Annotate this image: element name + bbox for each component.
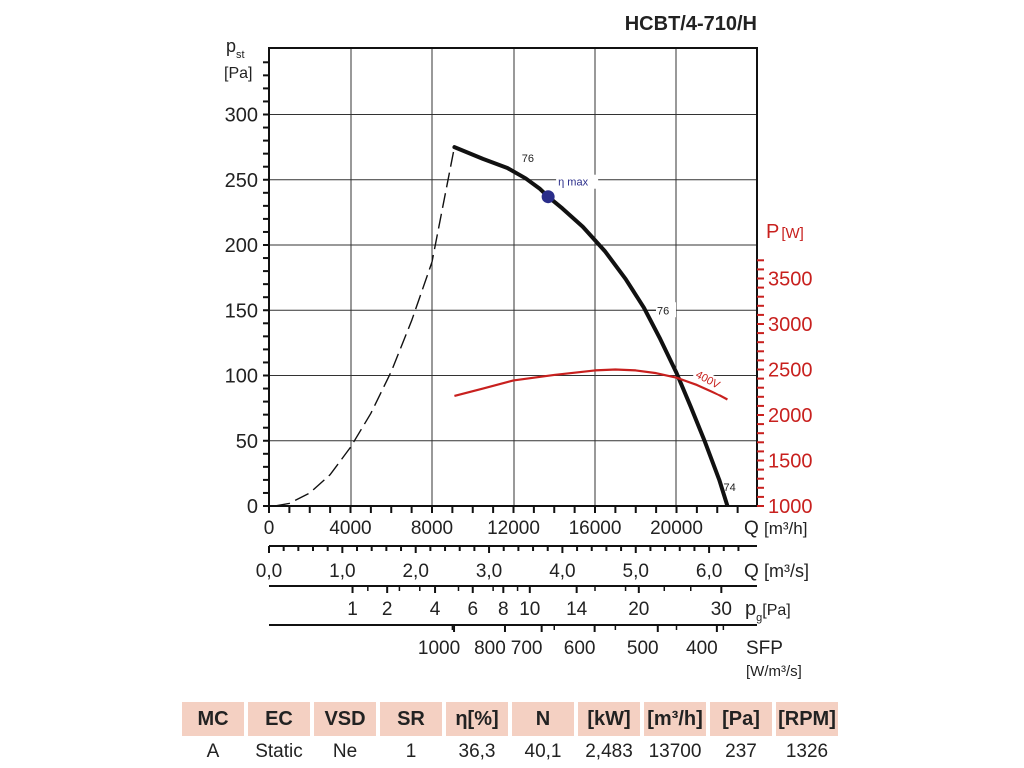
scale-pg-label: 6 bbox=[467, 599, 478, 620]
scale-pg-label: 8 bbox=[498, 599, 509, 620]
plot-border bbox=[268, 47, 758, 507]
power-tick-label: 1500 bbox=[768, 451, 813, 473]
scale-pg-label: 14 bbox=[566, 599, 588, 620]
voltage-label-bg bbox=[691, 367, 727, 395]
eta-max-label: η max bbox=[558, 177, 588, 189]
scale-m3s-label: 0,0 bbox=[256, 561, 282, 582]
scale-pg-label: 10 bbox=[519, 599, 540, 620]
y-tick-label: 250 bbox=[225, 170, 258, 192]
power-tick-label: 2500 bbox=[768, 360, 813, 382]
scale-sfp-label: 500 bbox=[627, 638, 659, 659]
power-axis-label: P [W] bbox=[766, 221, 804, 243]
x-tick-label: 20000 bbox=[650, 518, 703, 539]
value-airflow: 13700 bbox=[648, 741, 702, 762]
scale-sfp-label: 1000 bbox=[418, 638, 460, 659]
scale-sfp-label: 800 bbox=[474, 638, 506, 659]
header-rpm: [RPM] bbox=[776, 702, 838, 736]
value-kw: 2,483 bbox=[585, 741, 633, 762]
x-tick-label: 12000 bbox=[487, 518, 540, 539]
efficiency-label: 76 bbox=[657, 305, 669, 317]
header-ec: EC bbox=[248, 702, 310, 736]
scale-pg-label: 1 bbox=[347, 599, 358, 620]
power-tick-label: 3000 bbox=[768, 314, 813, 336]
scale-sfp-label: 700 bbox=[511, 638, 543, 659]
x-tick-label: 8000 bbox=[411, 518, 453, 539]
scale-m3s-name: Q bbox=[744, 561, 759, 582]
scale-m3s-label: 1,0 bbox=[329, 561, 355, 582]
scale-m3s-label: 4,0 bbox=[549, 561, 575, 582]
y-tick-label: 50 bbox=[236, 431, 258, 453]
efficiency-label: 76 bbox=[522, 153, 534, 165]
specs-value-row: A Static Ne 1 36,3 40,1 2,483 13700 237 … bbox=[182, 736, 838, 768]
scale-pg-label: 4 bbox=[430, 599, 441, 620]
y-axis-unit: [Pa] bbox=[224, 65, 252, 82]
header-mc: MC bbox=[182, 702, 244, 736]
chart-title: HCBT/4-710/H bbox=[625, 13, 757, 35]
value-pa: 237 bbox=[725, 741, 757, 762]
scale-sfp-unit: [W/m³/s] bbox=[746, 663, 802, 680]
scale-m3s-label: 2,0 bbox=[402, 561, 428, 582]
header-sr: SR bbox=[380, 702, 442, 736]
eta-max-point bbox=[541, 190, 555, 204]
x-tick-label: 4000 bbox=[329, 518, 371, 539]
pressure-curve bbox=[452, 145, 730, 506]
x-axis-label: Q bbox=[744, 518, 759, 539]
scale-sfp-label: 400 bbox=[686, 638, 718, 659]
power-tick-label: 1000 bbox=[768, 496, 813, 518]
header-vsd: VSD bbox=[314, 702, 376, 736]
y-axis-label: pst bbox=[226, 36, 245, 61]
y-tick-label: 0 bbox=[247, 496, 258, 518]
value-sr: 1 bbox=[405, 741, 417, 762]
scale-sfp-name: SFP bbox=[746, 638, 783, 659]
scale-pg-label: 30 bbox=[711, 599, 732, 620]
scale-pg-label: 2 bbox=[382, 599, 393, 620]
x-axis-unit: [m³/h] bbox=[764, 519, 807, 538]
value-mc: A bbox=[206, 741, 220, 762]
plot-frame bbox=[268, 47, 758, 507]
x-tick-label: 0 bbox=[264, 518, 275, 539]
y-tick-label: 100 bbox=[225, 366, 258, 388]
specs-table: MC EC VSD SR η[%] N [kW] [m³/h] [Pa] [RP… bbox=[178, 702, 842, 768]
header-efficiency: η[%] bbox=[446, 702, 508, 736]
scale-m3s-label: 5,0 bbox=[623, 561, 649, 582]
value-vsd: Ne bbox=[332, 741, 358, 762]
header-airflow: [m³/h] bbox=[644, 702, 706, 736]
efficiency-label-bg bbox=[656, 302, 677, 318]
value-ec: Static bbox=[255, 741, 303, 762]
pressure-curve-dashed bbox=[274, 146, 456, 506]
eta-max-label-bg bbox=[556, 174, 599, 189]
grid bbox=[269, 48, 757, 506]
scale-pg-label: 20 bbox=[628, 599, 649, 620]
power-curve bbox=[454, 368, 728, 401]
scale-m3s-unit: [m³/s] bbox=[764, 561, 809, 581]
power-tick-label: 3500 bbox=[768, 269, 813, 291]
power-tick-label: 2000 bbox=[768, 405, 813, 427]
efficiency-label: 74 bbox=[723, 482, 735, 494]
header-n: N bbox=[512, 702, 574, 736]
specs-header-row: MC EC VSD SR η[%] N [kW] [m³/h] [Pa] [RP… bbox=[182, 702, 838, 736]
value-rpm: 1326 bbox=[785, 741, 829, 762]
scale-m3s-label: 6,0 bbox=[696, 561, 722, 582]
header-kw: [kW] bbox=[578, 702, 640, 736]
y-tick-label: 200 bbox=[225, 235, 258, 257]
scale-m3s-label: 3,0 bbox=[476, 561, 502, 582]
value-efficiency: 36,3 bbox=[458, 741, 496, 762]
scale-sfp-label: 600 bbox=[564, 638, 596, 659]
scale-pg-name: pg[Pa] bbox=[745, 598, 791, 624]
y-tick-label: 300 bbox=[225, 105, 258, 127]
y-tick-label: 150 bbox=[225, 300, 258, 322]
x-tick-label: 16000 bbox=[569, 518, 622, 539]
value-n: 40,1 bbox=[524, 741, 562, 762]
header-pa: [Pa] bbox=[710, 702, 772, 736]
